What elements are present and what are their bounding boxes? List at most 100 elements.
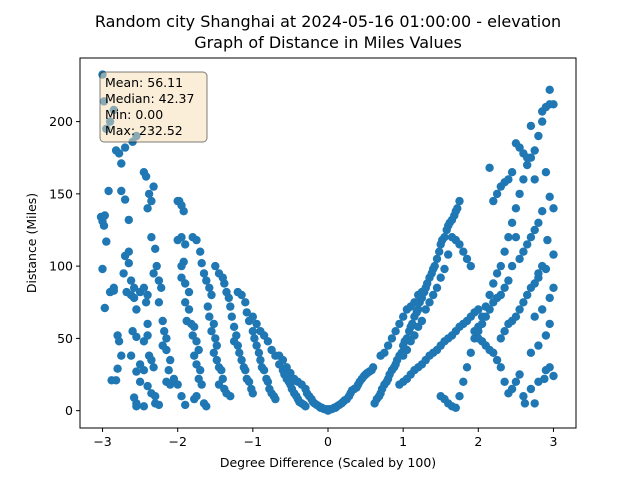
data-point [203, 302, 212, 311]
data-point [507, 168, 517, 177]
data-point [113, 364, 122, 373]
data-point [511, 233, 521, 242]
data-point [526, 348, 536, 357]
data-point [129, 293, 139, 303]
data-point [515, 189, 524, 199]
data-point [158, 316, 167, 326]
x-tick-label: −3 [93, 434, 111, 449]
data-point [149, 363, 158, 372]
data-point [504, 276, 513, 285]
data-point [141, 172, 151, 181]
data-point [109, 286, 119, 295]
data-point [543, 235, 552, 245]
x-tick-label: −1 [244, 434, 262, 449]
data-point [515, 370, 524, 379]
data-point [202, 276, 211, 285]
data-point [391, 327, 400, 336]
data-point [444, 250, 453, 259]
data-point [190, 351, 199, 360]
data-point [151, 244, 160, 253]
data-point [259, 366, 269, 375]
data-point [190, 394, 199, 404]
data-point [538, 107, 547, 116]
data-point [181, 279, 190, 288]
data-point [489, 196, 498, 206]
data-point [511, 377, 521, 386]
data-point [492, 355, 502, 365]
data-point [380, 348, 389, 357]
data-point [523, 290, 532, 300]
data-point [226, 392, 235, 401]
data-point [248, 327, 257, 336]
data-point [254, 348, 264, 357]
data-point [111, 376, 121, 385]
data-point [406, 337, 415, 346]
data-point [440, 264, 449, 274]
data-point [147, 233, 156, 242]
data-point [126, 276, 136, 285]
data-point [523, 240, 532, 249]
data-point [534, 218, 543, 227]
data-point [466, 348, 475, 357]
data-point [237, 355, 246, 365]
data-point [549, 100, 558, 109]
data-point [205, 312, 214, 321]
data-point [507, 218, 517, 227]
data-point [197, 380, 206, 389]
data-point [549, 371, 558, 381]
data-point [519, 247, 528, 256]
data-point [143, 331, 152, 340]
data-point [492, 189, 502, 199]
data-point [250, 334, 259, 343]
data-point [99, 221, 109, 230]
data-point [120, 195, 130, 204]
data-point [209, 319, 218, 329]
data-point [252, 319, 261, 329]
data-point [421, 283, 430, 292]
data-point [143, 290, 152, 300]
data-point [124, 259, 133, 268]
stats-mean: Mean: 56.11 [105, 75, 183, 90]
data-point [530, 399, 539, 408]
data-point [126, 351, 136, 360]
data-point [451, 403, 460, 412]
data-point [144, 189, 154, 199]
data-point [271, 394, 280, 404]
data-point [199, 269, 209, 278]
data-points [96, 70, 558, 415]
data-point [227, 312, 236, 321]
data-point [196, 247, 205, 256]
data-point [485, 305, 494, 314]
data-point [515, 305, 524, 314]
data-point [511, 204, 521, 213]
data-point [160, 327, 169, 336]
data-point [197, 259, 206, 268]
data-point [474, 327, 483, 336]
data-point [492, 269, 502, 278]
data-point [173, 235, 182, 245]
x-tick-label: −2 [168, 434, 186, 449]
data-point [432, 283, 442, 292]
data-point [184, 305, 194, 314]
data-point [462, 363, 472, 372]
data-point [496, 363, 505, 372]
data-point [154, 400, 164, 410]
data-point [540, 374, 549, 384]
data-point [549, 250, 558, 259]
data-point [248, 389, 257, 398]
stats-max: Max: 232.52 [105, 123, 183, 138]
data-point [229, 322, 239, 331]
data-point [139, 366, 149, 375]
data-point [192, 337, 201, 346]
data-point [162, 345, 171, 355]
data-point [541, 331, 551, 340]
data-point [237, 290, 246, 300]
data-point [301, 402, 310, 411]
data-point [519, 392, 528, 401]
data-point [523, 160, 532, 170]
data-point [151, 392, 160, 401]
data-point [477, 319, 487, 329]
data-point [104, 186, 113, 196]
data-point [462, 254, 472, 264]
